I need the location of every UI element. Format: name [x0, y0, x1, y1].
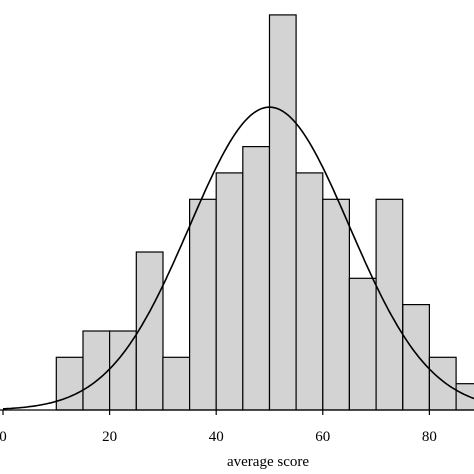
histogram-bar-14: [428, 356, 457, 411]
histogram-bar-1: [82, 330, 111, 411]
x-tick-label-60: 60: [315, 429, 330, 445]
x-tick-label-40: 40: [209, 429, 224, 445]
histogram-bar-5: [189, 198, 217, 411]
histogram-bar-0: [55, 356, 84, 411]
x-tick-label-20: 20: [102, 429, 117, 445]
histogram-bar-4: [162, 356, 191, 411]
histogram-bar-3: [135, 251, 164, 411]
x-tick-label-0: 0: [0, 429, 7, 445]
histogram-bar-6: [215, 172, 244, 411]
histogram-bar-10: [322, 198, 350, 411]
histogram-bar-11: [348, 277, 377, 411]
histogram-bar-8: [268, 14, 297, 411]
histogram-bar-7: [242, 146, 271, 411]
histogram-bar-9: [295, 172, 324, 411]
histogram-bar-13: [402, 304, 430, 411]
normal-curve: [2, 106, 474, 410]
x-tick-label-80: 80: [422, 429, 437, 445]
histogram-bar-2: [108, 330, 137, 411]
x-axis-ticks: 0 20 40 60 80: [0, 410, 437, 445]
x-axis: 0 20 40 60 80: [0, 409, 474, 445]
x-axis-label: average score: [227, 454, 309, 470]
histogram-bar-12: [375, 198, 404, 411]
histogram-bars: [55, 14, 474, 411]
